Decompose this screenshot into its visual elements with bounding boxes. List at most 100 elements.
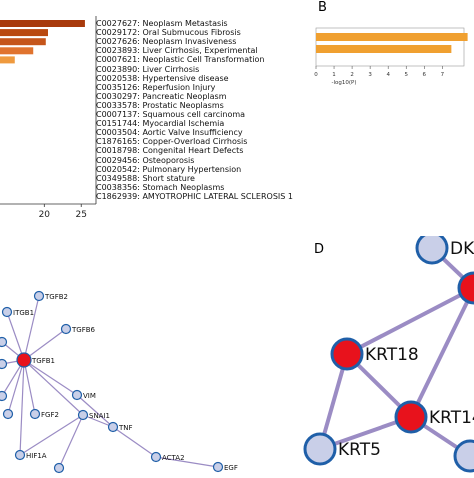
node-label: KRT5 (338, 440, 381, 460)
panel-b-letter: B (318, 0, 327, 15)
network-node (71, 389, 83, 401)
panel-b-svg: 0 1 2 3 4 5 6 7 -log10(P) (314, 27, 468, 86)
network-node (1, 306, 13, 318)
network-node (212, 461, 224, 473)
network-node (53, 462, 65, 474)
network-edge (23, 359, 78, 396)
term-label: C0033578: Prostatic Neoplasms (96, 100, 224, 110)
term-label: C0151744: Myocardial Ischemia (96, 119, 225, 129)
network-node (415, 231, 449, 265)
term-label: C0027627: Neoplasm Metastasis (96, 19, 228, 28)
network-node (330, 337, 364, 371)
node-label: TNF (118, 424, 133, 432)
term-bar (0, 47, 34, 55)
network-edge (409, 287, 474, 418)
network-d-svg: DKK KRT18 KRT14 KRT5 (303, 231, 474, 473)
term-label: C1862939: AMYOTROPHIC LATERAL SCLEROSIS … (96, 191, 293, 201)
node-label: ITGB1 (13, 309, 34, 317)
term-label: C0029456: Osteoporosis (96, 155, 195, 165)
node-label: DKK (450, 239, 474, 259)
node-label: FGF2 (41, 411, 59, 419)
term-bar (0, 38, 46, 46)
network-node (394, 400, 428, 434)
network-edge (19, 414, 84, 456)
node-label: SNAI1 (89, 412, 110, 420)
panel-c-network: TGFB2 ITGB1 TGFB6 TGFB1 VIM FGF2 SNAI1 TNF ACTA2… (0, 236, 300, 474)
network-edge (346, 286, 474, 356)
node-label: KRT14 (429, 408, 474, 428)
term-bar (0, 29, 48, 37)
term-bar (0, 56, 15, 64)
bar (316, 45, 452, 53)
network-edge (23, 359, 84, 416)
network-edge (82, 414, 114, 428)
network-c-svg: TGFB2 ITGB1 TGFB6 TGFB1 VIM FGF2 SNAI1 TNF ACTA2… (0, 290, 238, 474)
network-edge (112, 426, 157, 458)
term-label: C0007621: Neoplastic Cell Transformation (96, 55, 265, 65)
term-label: C0349588: Short stature (96, 173, 195, 183)
panel-d-letter: D (314, 242, 325, 257)
network-node (303, 432, 337, 466)
term-label: C0020542: Pulmonary Hypertension (96, 164, 242, 174)
node-label: TGFB6 (71, 326, 96, 334)
network-edge (58, 414, 84, 469)
term-label: C0007137: Squamous cell carcinoma (96, 110, 246, 119)
bar (316, 33, 468, 41)
network-node (453, 439, 474, 473)
node-label: ACTA2 (162, 454, 185, 462)
node-label: TGFB1 (31, 357, 55, 365)
term-label: C0023893: Liver Cirrhosis, Experimental (96, 46, 258, 56)
term-label: C0038356: Stomach Neoplasms (96, 182, 225, 192)
term-label: C0023890: Liver Cirrhosis (96, 64, 200, 74)
network-edge (155, 456, 219, 468)
x-tick-label: 4 (386, 72, 390, 78)
term-label: C0035126: Reperfusion Injury (96, 82, 216, 92)
x-tick-label: 5 (404, 72, 408, 78)
x-tick-label: 2 (350, 72, 354, 78)
node-label: KRT18 (365, 345, 419, 365)
network-edge (23, 359, 36, 415)
x-tick-label: 7 (441, 72, 445, 78)
term-label: C0018798: Congenital Heart Defects (96, 146, 244, 156)
x-tick-label: 1 (332, 72, 336, 78)
network-edge (23, 328, 67, 361)
network-edge (76, 394, 114, 428)
network-node (457, 271, 474, 305)
node-label: TGFB2 (44, 293, 68, 301)
term-barchart-svg: 20 25 (0, 16, 97, 220)
network-edge (7, 359, 25, 415)
panel-d-network: D DKK KRT18 KRT14 KRT5 (300, 231, 474, 474)
network-edge (23, 295, 40, 361)
network-node (2, 408, 14, 420)
term-label: C1876165: Copper-Overload Cirrhosis (96, 137, 248, 147)
network-edge (19, 359, 25, 456)
network-node (16, 352, 32, 368)
x-tick-label: 0 (314, 72, 318, 78)
term-label: C0029172: Oral Submucous Fibrosis (96, 28, 241, 38)
network-node (107, 421, 119, 433)
network-node (0, 390, 8, 402)
x-axis-label: -log10(P) (332, 80, 357, 86)
network-node (0, 336, 8, 348)
panel-a-term-barchart: 20 25 C0027627: Neoplasm Metastasis C00291… (0, 0, 310, 232)
network-node (33, 290, 45, 302)
term-bar (0, 20, 85, 27)
term-label: C0030297: Pancreatic Neoplasm (96, 91, 227, 101)
network-edge (6, 311, 25, 361)
network-node (29, 408, 41, 420)
x-tick-label: 3 (368, 72, 372, 78)
network-node (77, 409, 89, 421)
node-label: EGF (224, 464, 238, 472)
term-label: C0020538: Hypertensive disease (96, 73, 229, 83)
x-tick-label: 25 (76, 210, 87, 220)
network-node (0, 358, 8, 370)
term-label: C0003504: Aortic Valve Insufficiency (96, 128, 243, 138)
term-label: C0027626: Neoplasm Invasiveness (96, 37, 237, 47)
network-node (150, 451, 162, 463)
panel-b-barchart: B 0 1 2 3 4 5 6 7 -log10(P) (312, 0, 474, 100)
network-node (60, 323, 72, 335)
node-label: HIF1A (26, 452, 47, 460)
network-node (14, 449, 26, 461)
node-label: VIM (83, 392, 96, 400)
x-tick-label: 6 (423, 72, 427, 78)
